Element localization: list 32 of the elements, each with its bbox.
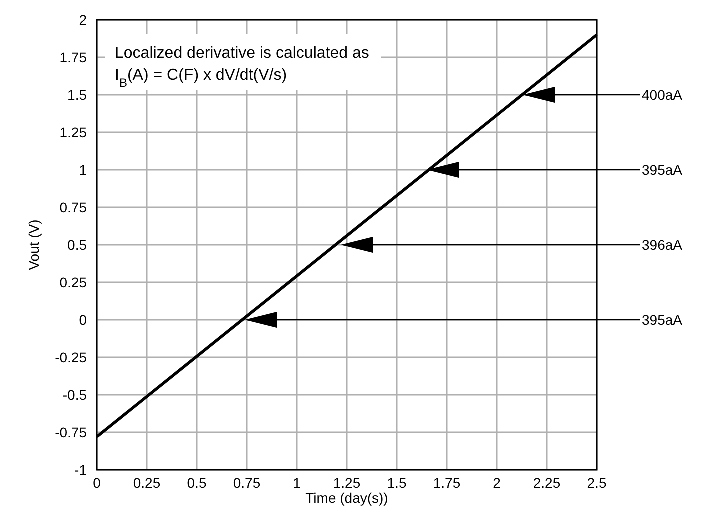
x-tick-label: 2 xyxy=(493,475,502,491)
y-axis-title: Vout (V) xyxy=(26,220,42,270)
y-tick-label: -1 xyxy=(74,462,88,478)
annotation: 395aA xyxy=(642,312,684,328)
x-tick-label: 0.5 xyxy=(187,475,207,491)
x-tick-label: 2.25 xyxy=(533,475,561,491)
annotation: I$_{B}$(A) = C(F) x dV/dt(V/s) xyxy=(115,67,288,90)
x-tick-label: 1 xyxy=(293,475,302,491)
y-tick-label: 1.75 xyxy=(60,50,88,66)
x-tick-label: 0 xyxy=(93,475,102,491)
y-tick-label: 0.75 xyxy=(60,200,88,216)
y-tick-label: 0.25 xyxy=(60,274,88,290)
x-tick-label: 1.5 xyxy=(387,475,407,491)
y-tick-label: 1.5 xyxy=(68,87,88,103)
x-tick-label: 2.5 xyxy=(587,475,607,491)
annotation: 395aA xyxy=(642,162,684,178)
y-tick-label: -0.75 xyxy=(55,424,88,440)
x-tick-label: 1.25 xyxy=(333,475,361,491)
y-tick-label: 1.25 xyxy=(60,124,88,140)
y-tick-label: -0.5 xyxy=(62,387,88,403)
y-tick-label: 2 xyxy=(79,12,88,28)
annotation: 400aA xyxy=(642,87,684,103)
y-tick-label: 0 xyxy=(79,312,88,328)
y-tick-label: -0.25 xyxy=(55,350,88,366)
annotation: 396aA xyxy=(642,237,684,253)
x-tick-label: 0.25 xyxy=(133,475,161,491)
y-tick-label: 1 xyxy=(79,162,88,178)
y-tick-label: 0.5 xyxy=(68,237,88,253)
annotation: Localized derivative is calculated as xyxy=(115,45,370,62)
x-axis-title: Time (day(s)) xyxy=(306,490,388,506)
x-tick-label: 1.75 xyxy=(433,475,461,491)
x-tick-label: 0.75 xyxy=(233,475,261,491)
